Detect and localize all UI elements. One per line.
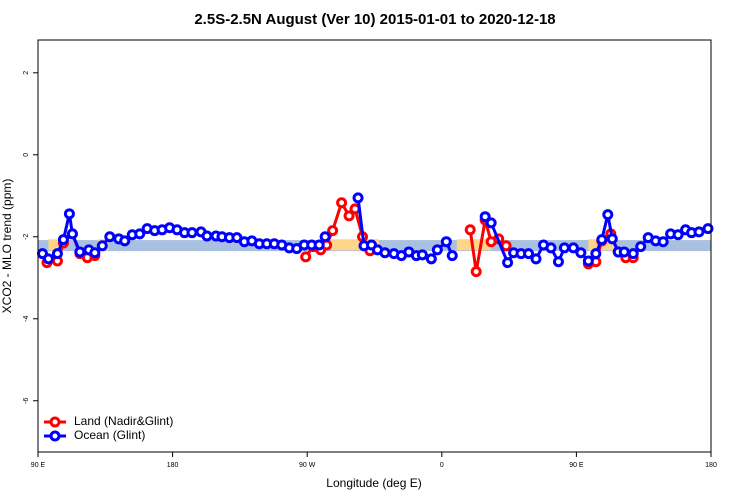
point bbox=[186, 227, 198, 239]
point bbox=[470, 266, 482, 278]
legend-marker bbox=[49, 430, 61, 442]
x-tick-label: 90 E bbox=[569, 462, 584, 469]
point bbox=[590, 248, 602, 260]
y-tick-label: 2 bbox=[23, 71, 30, 75]
point bbox=[201, 230, 213, 242]
x-tick-label: 180 bbox=[705, 462, 717, 469]
legend-marker bbox=[49, 416, 61, 428]
plot-frame bbox=[37, 39, 712, 453]
point bbox=[440, 236, 452, 248]
point bbox=[582, 255, 594, 267]
land-band bbox=[48, 239, 61, 251]
point bbox=[57, 234, 69, 246]
legend-label: Ocean (Glint) bbox=[74, 428, 145, 442]
point bbox=[343, 210, 355, 222]
point bbox=[618, 246, 630, 258]
y-tick-label: -6 bbox=[23, 398, 30, 404]
point bbox=[702, 223, 714, 235]
point bbox=[42, 253, 54, 265]
point bbox=[425, 253, 437, 265]
y-tick-label: -2 bbox=[23, 234, 30, 240]
y-tick-label: -4 bbox=[23, 316, 30, 322]
point bbox=[558, 242, 570, 254]
point bbox=[319, 231, 331, 243]
point bbox=[575, 247, 587, 259]
y-axis-label: XCO2 - MLO trend (ppm) bbox=[0, 179, 14, 314]
x-tick-label: 0 bbox=[440, 462, 444, 469]
point bbox=[552, 256, 564, 268]
point bbox=[606, 233, 618, 245]
point bbox=[336, 197, 348, 209]
point bbox=[657, 236, 669, 248]
point bbox=[627, 248, 639, 260]
point bbox=[96, 240, 108, 252]
point bbox=[89, 247, 101, 259]
point bbox=[134, 228, 146, 240]
point bbox=[596, 234, 608, 246]
chart-title: 2.5S-2.5N August (Ver 10) 2015-01-01 to … bbox=[194, 11, 555, 28]
y-tick-label: 0 bbox=[23, 153, 30, 157]
point bbox=[51, 248, 63, 260]
point bbox=[63, 208, 75, 220]
point bbox=[379, 247, 391, 259]
point bbox=[352, 192, 364, 204]
land-band bbox=[331, 239, 379, 251]
land-band bbox=[456, 239, 492, 251]
point bbox=[502, 257, 514, 269]
point bbox=[479, 211, 491, 223]
point bbox=[446, 250, 458, 262]
point bbox=[485, 217, 497, 229]
point bbox=[300, 251, 312, 263]
point bbox=[530, 253, 542, 265]
legend-label: Land (Nadir&Glint) bbox=[74, 414, 173, 428]
point bbox=[672, 229, 684, 241]
point bbox=[416, 249, 428, 261]
point bbox=[431, 244, 443, 256]
point bbox=[66, 228, 78, 240]
x-axis-label: Longitude (deg E) bbox=[326, 476, 421, 490]
point bbox=[104, 231, 116, 243]
point bbox=[602, 209, 614, 221]
point bbox=[635, 241, 647, 253]
x-tick-label: 180 bbox=[167, 462, 179, 469]
plot-area bbox=[36, 192, 714, 278]
x-tick-label: 90 W bbox=[299, 462, 316, 469]
point bbox=[693, 226, 705, 238]
point bbox=[313, 239, 325, 251]
point bbox=[119, 235, 131, 247]
x-tick-label: 90 E bbox=[31, 462, 46, 469]
point bbox=[74, 246, 86, 258]
point bbox=[545, 242, 557, 254]
point bbox=[327, 225, 339, 237]
point bbox=[567, 242, 579, 254]
point bbox=[523, 248, 535, 260]
point bbox=[464, 224, 476, 236]
